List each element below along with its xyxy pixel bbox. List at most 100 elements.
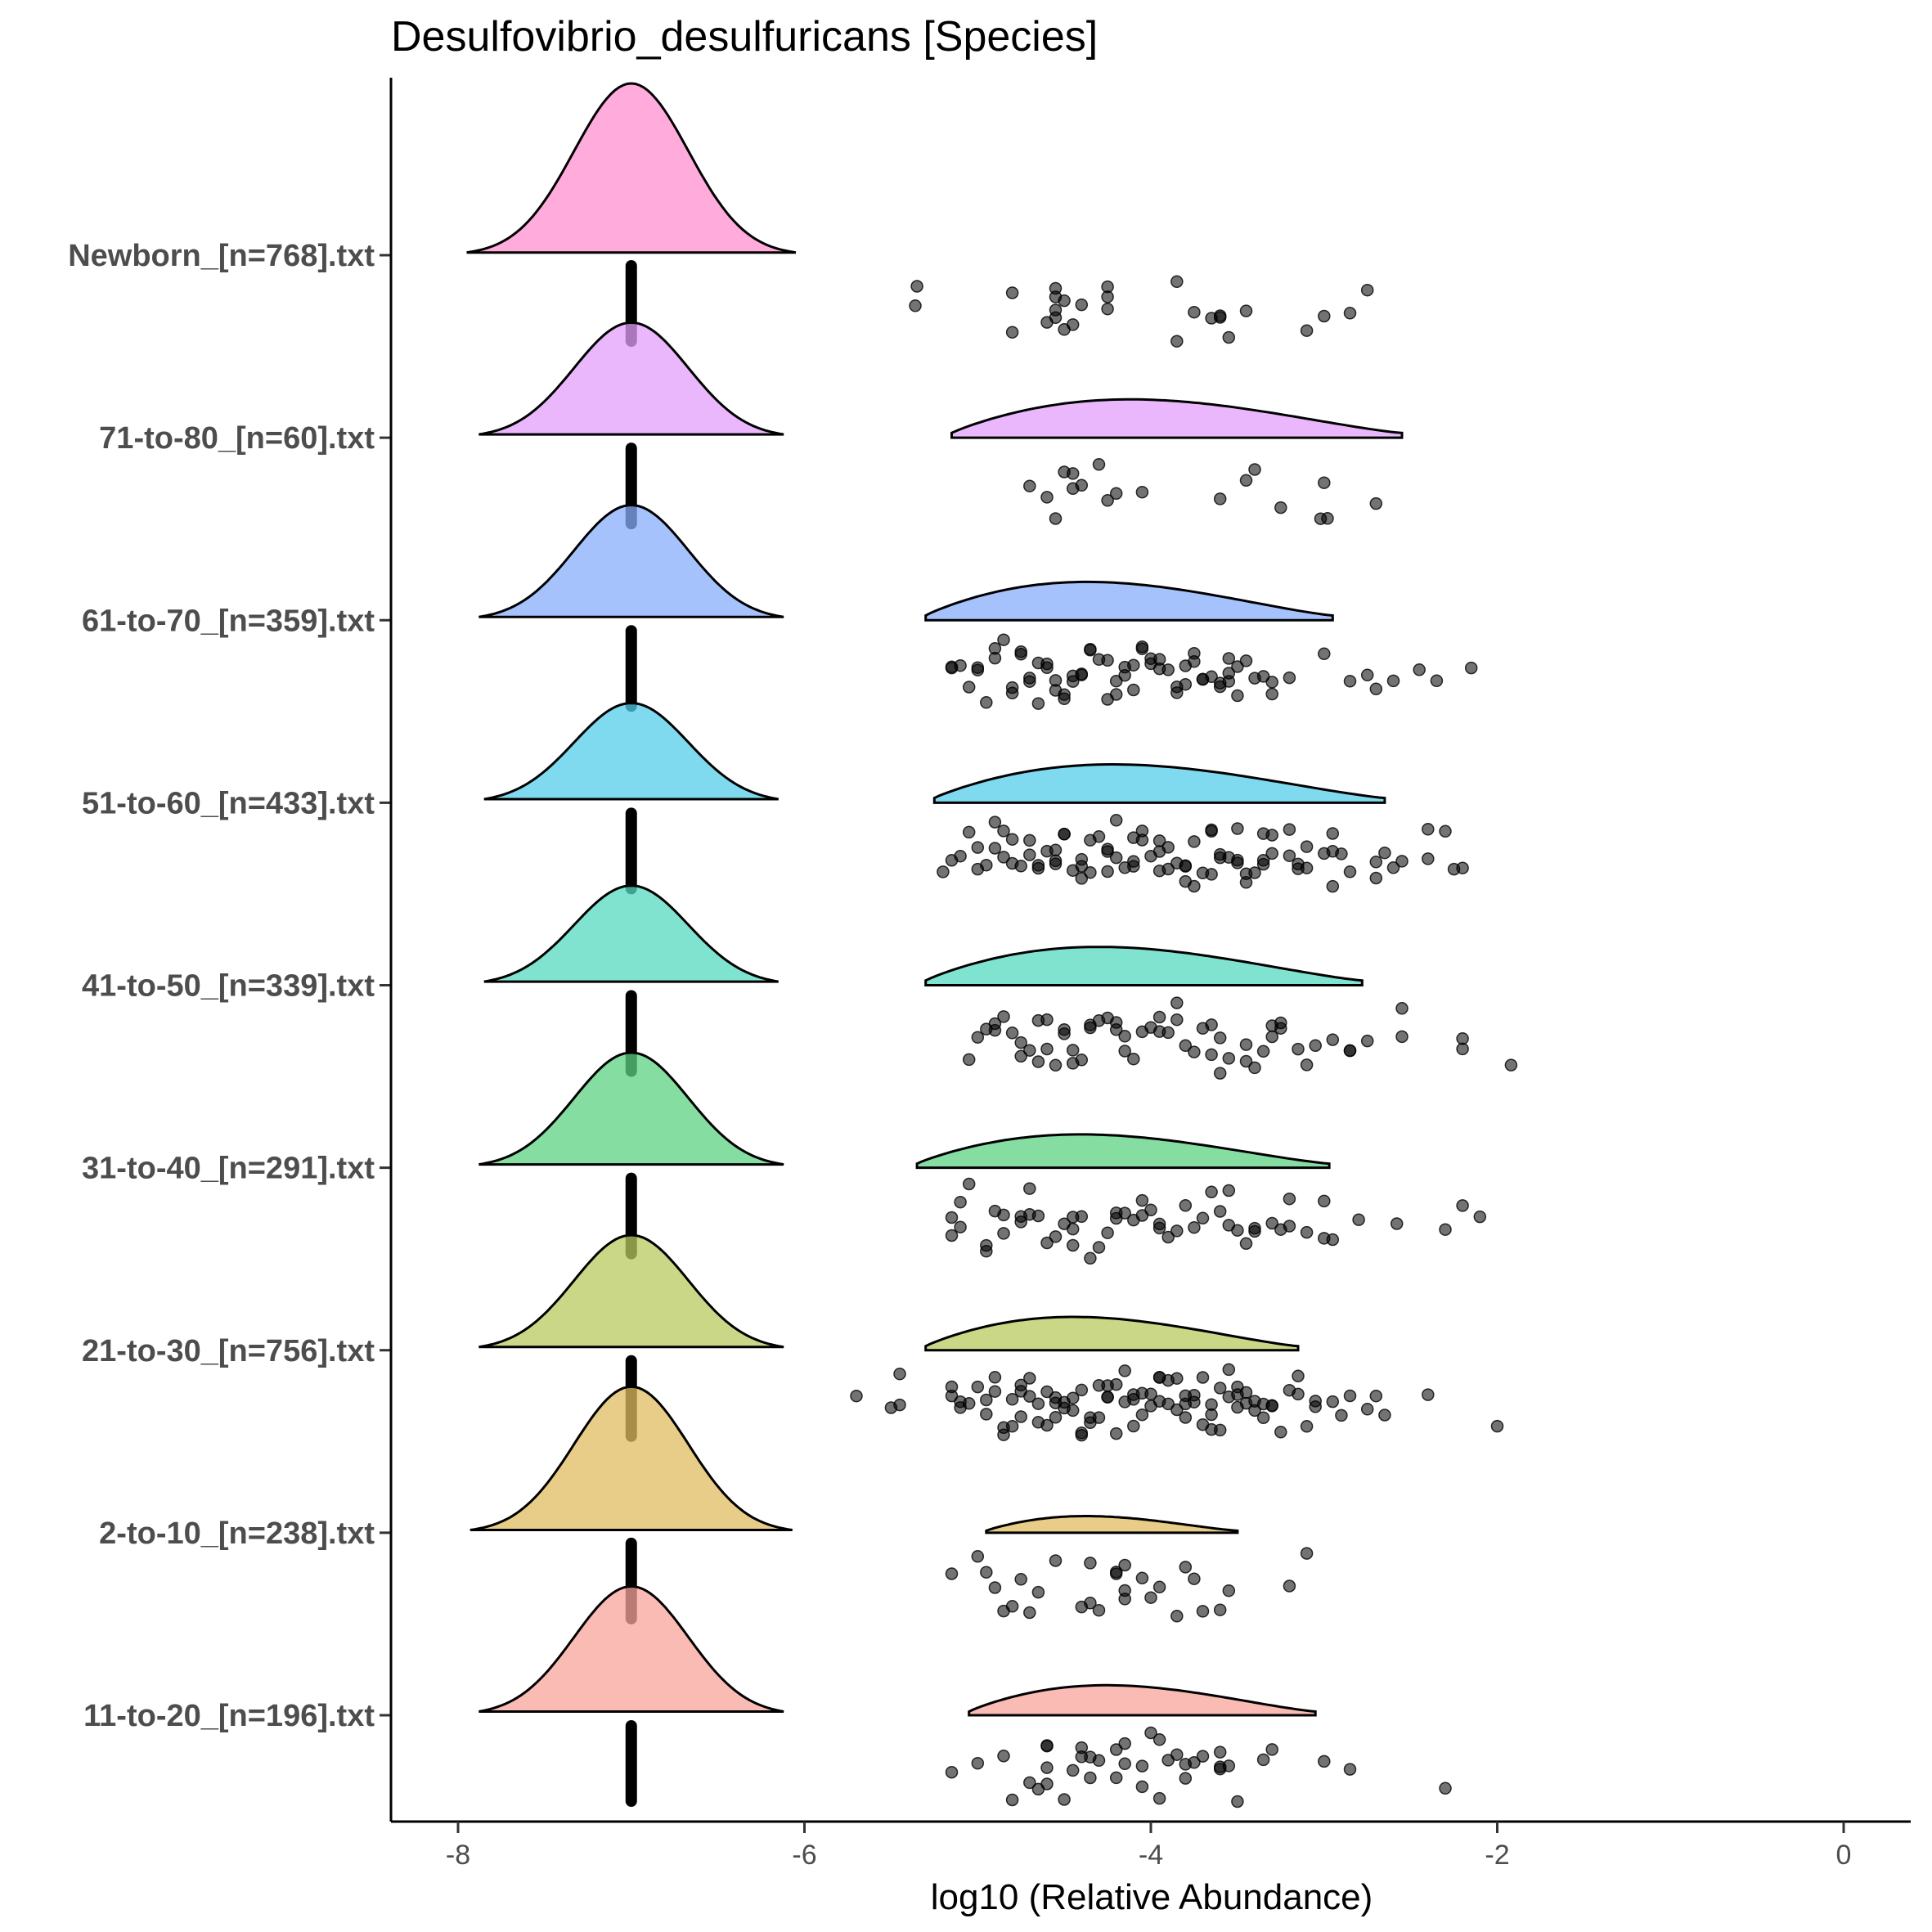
data-point (1161, 1754, 1175, 1767)
data-point (1014, 1049, 1027, 1063)
data-point (1049, 281, 1063, 295)
data-point (1049, 1396, 1063, 1409)
data-point (1292, 862, 1305, 875)
data-point (1490, 1419, 1504, 1433)
data-point (1213, 1762, 1227, 1776)
data-point (1265, 687, 1278, 701)
data-point (1058, 1027, 1071, 1040)
data-point (1256, 1753, 1270, 1767)
data-point (1188, 305, 1201, 319)
data-point (1239, 474, 1253, 487)
data-point (1326, 1033, 1340, 1046)
data-point (1152, 1580, 1166, 1594)
data-point (1170, 1013, 1184, 1027)
data-point (1023, 1776, 1036, 1790)
data-point (1031, 1585, 1045, 1599)
zero-density-cloud (483, 884, 779, 983)
data-point (980, 1566, 993, 1579)
data-point (1222, 1363, 1236, 1377)
plot-area (466, 82, 1518, 1808)
data-point (1161, 1373, 1175, 1387)
data-point (1326, 827, 1340, 840)
data-point (1118, 1757, 1131, 1771)
data-point (1413, 663, 1426, 676)
data-point (1318, 476, 1331, 489)
data-point (1188, 1220, 1201, 1234)
data-point (1049, 1230, 1063, 1243)
data-point (1135, 1780, 1149, 1794)
data-point (1152, 1010, 1166, 1024)
x-tick-label: -2 (1485, 1840, 1509, 1871)
zero-density-cloud (479, 1233, 784, 1349)
data-point (1031, 1397, 1045, 1410)
data-point (1422, 823, 1435, 836)
data-point (1023, 833, 1036, 847)
data-point (1049, 857, 1063, 870)
data-point (1248, 1061, 1261, 1075)
data-point (1196, 866, 1210, 880)
data-point (997, 633, 1010, 646)
data-point (1101, 1011, 1114, 1025)
data-point (945, 1211, 959, 1224)
data-point (1179, 1039, 1193, 1053)
data-point (1118, 1558, 1131, 1572)
data-point (1127, 1419, 1140, 1433)
data-point (1049, 1554, 1063, 1567)
data-point (1300, 1225, 1314, 1239)
data-point (1152, 1791, 1166, 1805)
data-point (1075, 860, 1089, 873)
data-point (1101, 1391, 1114, 1404)
data-point (1127, 860, 1140, 873)
data-point (1360, 283, 1374, 297)
data-point (1023, 1044, 1036, 1057)
data-point (937, 865, 950, 878)
data-point (1152, 845, 1166, 858)
data-point (1326, 1233, 1340, 1247)
x-tick-label: -4 (1139, 1840, 1163, 1871)
data-point (1109, 1377, 1123, 1391)
data-point (1318, 1755, 1331, 1768)
data-point (1066, 669, 1080, 683)
data-point (1222, 330, 1236, 344)
data-point (1040, 1761, 1054, 1774)
data-point (1292, 1387, 1305, 1401)
data-point (988, 1385, 1002, 1398)
data-point (1239, 1038, 1253, 1051)
data-point (1196, 672, 1210, 686)
data-point (1144, 1203, 1157, 1217)
data-point (1239, 1237, 1253, 1251)
data-point (1456, 1042, 1469, 1056)
data-point (1205, 1048, 1218, 1062)
y-tick-label: 41-to-50_[n=339].txt (82, 969, 375, 1004)
data-point (1161, 1026, 1175, 1040)
data-point (1058, 827, 1071, 841)
data-point (1101, 494, 1114, 507)
data-point (1248, 1224, 1261, 1238)
data-point (954, 849, 967, 863)
data-point (1222, 675, 1236, 688)
series-7 (470, 1385, 1314, 1624)
data-point (1049, 1411, 1063, 1424)
data-point (971, 661, 985, 674)
data-point (1144, 1591, 1157, 1604)
data-point (1092, 458, 1106, 471)
data-point (1360, 668, 1374, 682)
data-point (1395, 1030, 1409, 1044)
data-point (909, 299, 922, 312)
data-point (1014, 1573, 1027, 1586)
data-point (1040, 661, 1054, 675)
data-point (1170, 686, 1184, 699)
x-tick-label: -8 (446, 1840, 470, 1871)
data-point (1170, 1403, 1184, 1417)
data-point (1256, 670, 1270, 683)
data-point (945, 1765, 959, 1779)
data-point (1135, 1025, 1149, 1039)
data-point (1101, 1226, 1114, 1239)
data-point (1109, 1023, 1123, 1036)
data-point (1309, 1395, 1322, 1408)
data-point (1326, 879, 1340, 893)
series-1 (479, 321, 1404, 530)
data-point (1205, 1018, 1218, 1031)
data-point (1256, 1045, 1270, 1058)
data-point (1127, 1388, 1140, 1401)
